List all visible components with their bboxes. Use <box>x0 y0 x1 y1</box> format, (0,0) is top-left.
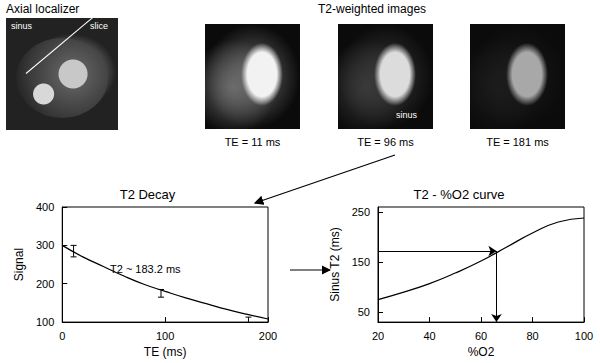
svg-text:TE (ms): TE (ms) <box>144 345 187 359</box>
svg-text:250: 250 <box>352 206 370 218</box>
svg-text:50: 50 <box>358 306 370 318</box>
svg-text:300: 300 <box>36 239 54 251</box>
html-text:sinus: sinus <box>396 110 417 120</box>
svg-text:T2 ~ 183.2 ms: T2 ~ 183.2 ms <box>110 263 181 275</box>
svg-text:80: 80 <box>526 330 538 342</box>
svg-text:400: 400 <box>36 201 54 213</box>
html-text:sinus: sinus <box>11 21 32 31</box>
svg-text:100: 100 <box>575 330 593 342</box>
svg-text:40: 40 <box>423 330 435 342</box>
svg-text:%O2: %O2 <box>468 345 495 359</box>
html-text:TE = 181 ms: TE = 181 ms <box>486 136 549 148</box>
svg-text:20: 20 <box>372 330 384 342</box>
svg-text:Signal: Signal <box>12 248 26 281</box>
svg-text:100: 100 <box>36 316 54 328</box>
svg-text:T2 Decay: T2 Decay <box>120 187 176 202</box>
svg-text:200: 200 <box>259 330 277 342</box>
svg-text:0: 0 <box>59 330 65 342</box>
svg-text:Sinus T2 (ms): Sinus T2 (ms) <box>328 227 342 301</box>
svg-text:200: 200 <box>36 278 54 290</box>
html-text:slice: slice <box>90 21 108 31</box>
html-text:TE = 96 ms: TE = 96 ms <box>357 136 414 148</box>
html-text:T2-weighted images: T2-weighted images <box>318 2 427 16</box>
svg-text:100: 100 <box>156 330 174 342</box>
svg-text:150: 150 <box>352 256 370 268</box>
html-text:Axial localizer: Axial localizer <box>6 2 80 16</box>
html-text:TE = 11 ms: TE = 11 ms <box>224 136 281 148</box>
svg-text:60: 60 <box>475 330 487 342</box>
svg-text:T2 - %O2 curve: T2 - %O2 curve <box>413 187 504 202</box>
